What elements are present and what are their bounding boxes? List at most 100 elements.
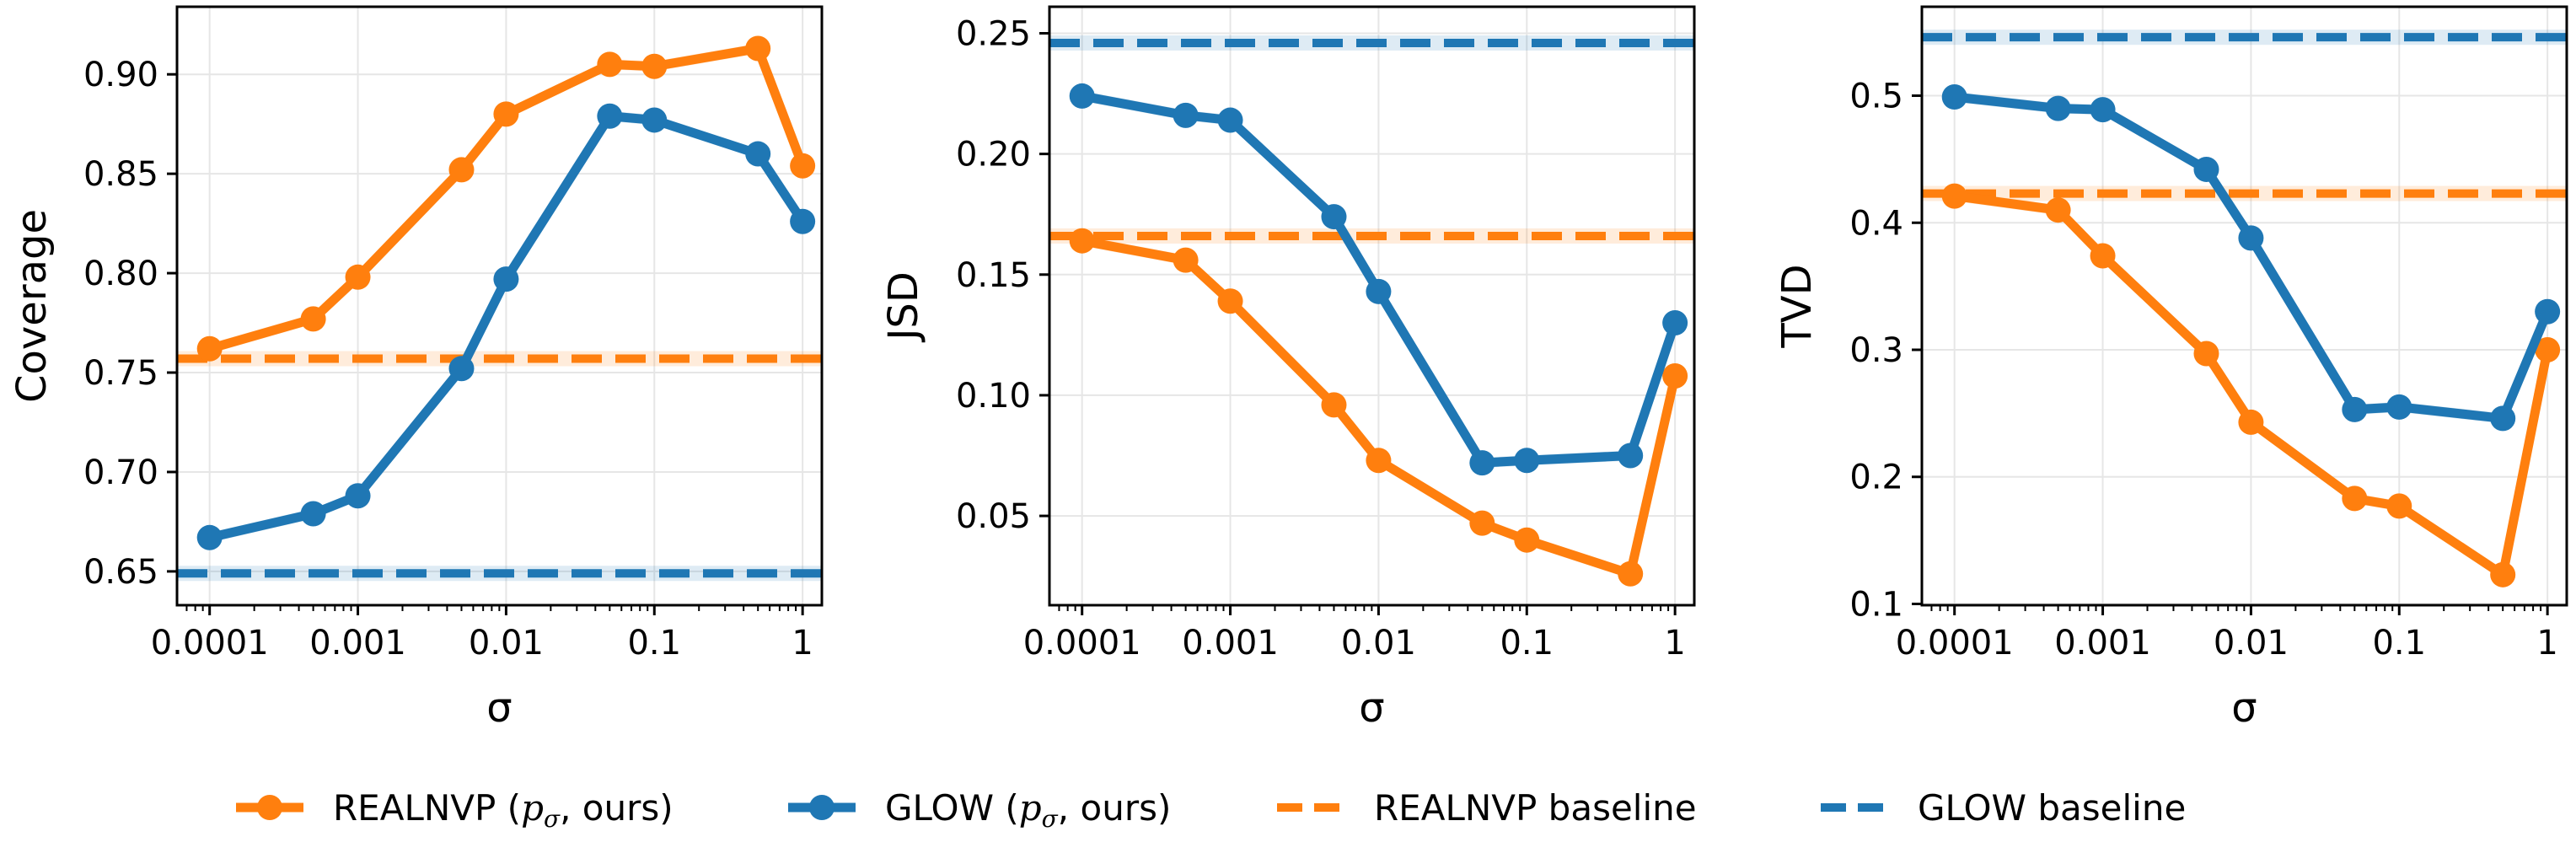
x-tick-label: 0.01 — [1341, 624, 1416, 663]
y-tick-label: 0.05 — [956, 497, 1031, 536]
legend-label: REALNVP (pσ, ours) — [333, 787, 674, 833]
realnvp-point — [1173, 247, 1199, 273]
y-tick-label: 0.85 — [83, 155, 158, 194]
glow-point — [2045, 95, 2071, 121]
y-tick-label: 0.90 — [83, 56, 158, 94]
realnvp-point — [1366, 448, 1392, 474]
glow-point — [345, 483, 371, 509]
x-tick-label: 0.1 — [1500, 624, 1554, 663]
realnvp-point — [2045, 197, 2071, 223]
glow-point — [790, 208, 816, 234]
legend: REALNVP (pσ, ours) GLOW (pσ, ours) REALNVP… — [236, 787, 2186, 833]
chart-panel-coverage: 0.0001 0.001 0.01 0.1 1 0.65 0.70 0.75 0.80 0.85 0… — [8, 5, 824, 732]
glow-point — [448, 356, 475, 382]
glow-point — [1321, 204, 1347, 230]
glow-point — [1514, 448, 1540, 474]
glow-point — [2238, 225, 2264, 251]
chart-panel-tvd: 0.0001 0.001 0.01 0.1 1 0.1 0.2 0.3 0.4 0.5 σ TVD — [1774, 5, 2568, 732]
realnvp-point — [2238, 409, 2264, 435]
glow-point — [2490, 405, 2516, 432]
legend-item-realnvp-baseline: REALNVP baseline — [1277, 787, 1697, 829]
realnvp-point — [1941, 183, 1967, 209]
legend-item-glow-baseline: GLOW baseline — [1821, 787, 2186, 829]
realnvp-point — [790, 153, 816, 179]
glow-point — [2193, 156, 2219, 182]
y-tick-label: 0.25 — [956, 14, 1031, 53]
glow-point — [1469, 450, 1495, 476]
x-tick-label: 0.0001 — [151, 624, 269, 663]
glow-point — [1173, 102, 1199, 128]
realnvp-point — [300, 306, 326, 332]
realnvp-point — [345, 264, 371, 290]
x-tick-label: 0.0001 — [1023, 624, 1141, 663]
chart-panel-jsd: 0.0001 0.001 0.01 0.1 1 0.05 0.10 0.15 0.20 0.25 σ… — [880, 5, 1696, 732]
realnvp-point — [1069, 228, 1095, 254]
x-tick-label: 0.001 — [309, 624, 406, 663]
y-tick-label: 0.3 — [1849, 331, 1903, 370]
realnvp-point — [1469, 510, 1495, 536]
glow-point — [2386, 394, 2412, 420]
realnvp-point — [448, 157, 475, 183]
glow-point — [2535, 298, 2561, 325]
y-axis-label: JSD — [880, 271, 927, 343]
glow-point — [1618, 443, 1644, 469]
glow-point — [745, 141, 771, 167]
realnvp-point — [1321, 392, 1347, 418]
legend-item-realnvp: REALNVP (pσ, ours) — [236, 787, 674, 833]
realnvp-point — [745, 35, 771, 62]
legend-label: REALNVP baseline — [1374, 787, 1697, 829]
x-tick-label: 0.01 — [2214, 624, 2289, 663]
realnvp-point — [2386, 493, 2412, 519]
legend-label: GLOW baseline — [1918, 787, 2186, 829]
realnvp-point — [2090, 243, 2116, 269]
glow-point — [300, 501, 326, 527]
x-axis-label: σ — [2231, 684, 2257, 732]
legend-marker — [257, 795, 282, 820]
y-axis-label: Coverage — [8, 209, 56, 403]
axes-frame — [175, 5, 824, 607]
glow-point — [597, 103, 623, 129]
y-axis-label: TVD — [1774, 264, 1821, 348]
y-tick-label: 0.5 — [1849, 78, 1903, 116]
x-tick-label: 0.1 — [627, 624, 681, 663]
legend-marker — [809, 795, 835, 820]
glow-point — [641, 107, 668, 133]
legend-label: GLOW (pσ, ours) — [885, 787, 1171, 833]
realnvp-point — [2535, 337, 2561, 363]
glow-point — [493, 266, 519, 292]
realnvp-point — [1514, 527, 1540, 553]
x-tick-label: 0.1 — [2372, 624, 2426, 663]
x-tick-label: 1 — [2536, 624, 2557, 663]
x-tick-label: 0.01 — [469, 624, 544, 663]
realnvp-point — [1662, 363, 1688, 389]
glow-point — [1366, 278, 1392, 304]
x-tick-label: 1 — [792, 624, 813, 663]
realnvp-point — [1618, 561, 1644, 587]
glow-point — [1217, 107, 1243, 133]
y-tick-label: 0.20 — [956, 136, 1031, 174]
glow-point — [2342, 396, 2368, 422]
x-tick-label: 0.001 — [1182, 624, 1279, 663]
y-tick-label: 0.4 — [1849, 204, 1903, 243]
glow-point — [1941, 84, 1967, 110]
x-axis-label: σ — [1359, 684, 1384, 732]
glow-point — [196, 524, 223, 550]
realnvp-point — [641, 53, 668, 79]
y-tick-label: 0.65 — [83, 553, 158, 592]
glow-point — [1662, 310, 1688, 336]
y-tick-label: 0.70 — [83, 453, 158, 492]
x-tick-label: 0.0001 — [1896, 624, 2014, 663]
y-tick-label: 0.2 — [1849, 459, 1903, 497]
legend-item-glow: GLOW (pσ, ours) — [788, 787, 1171, 833]
realnvp-point — [196, 335, 223, 362]
realnvp-point — [2342, 486, 2368, 512]
y-tick-label: 0.75 — [83, 354, 158, 393]
glow-point — [1069, 83, 1095, 109]
x-tick-label: 1 — [1664, 624, 1685, 663]
y-tick-label: 0.1 — [1849, 585, 1903, 624]
realnvp-point — [2490, 561, 2516, 587]
y-tick-label: 0.10 — [956, 377, 1031, 416]
glow-point — [2090, 97, 2116, 123]
realnvp-point — [1217, 288, 1243, 314]
